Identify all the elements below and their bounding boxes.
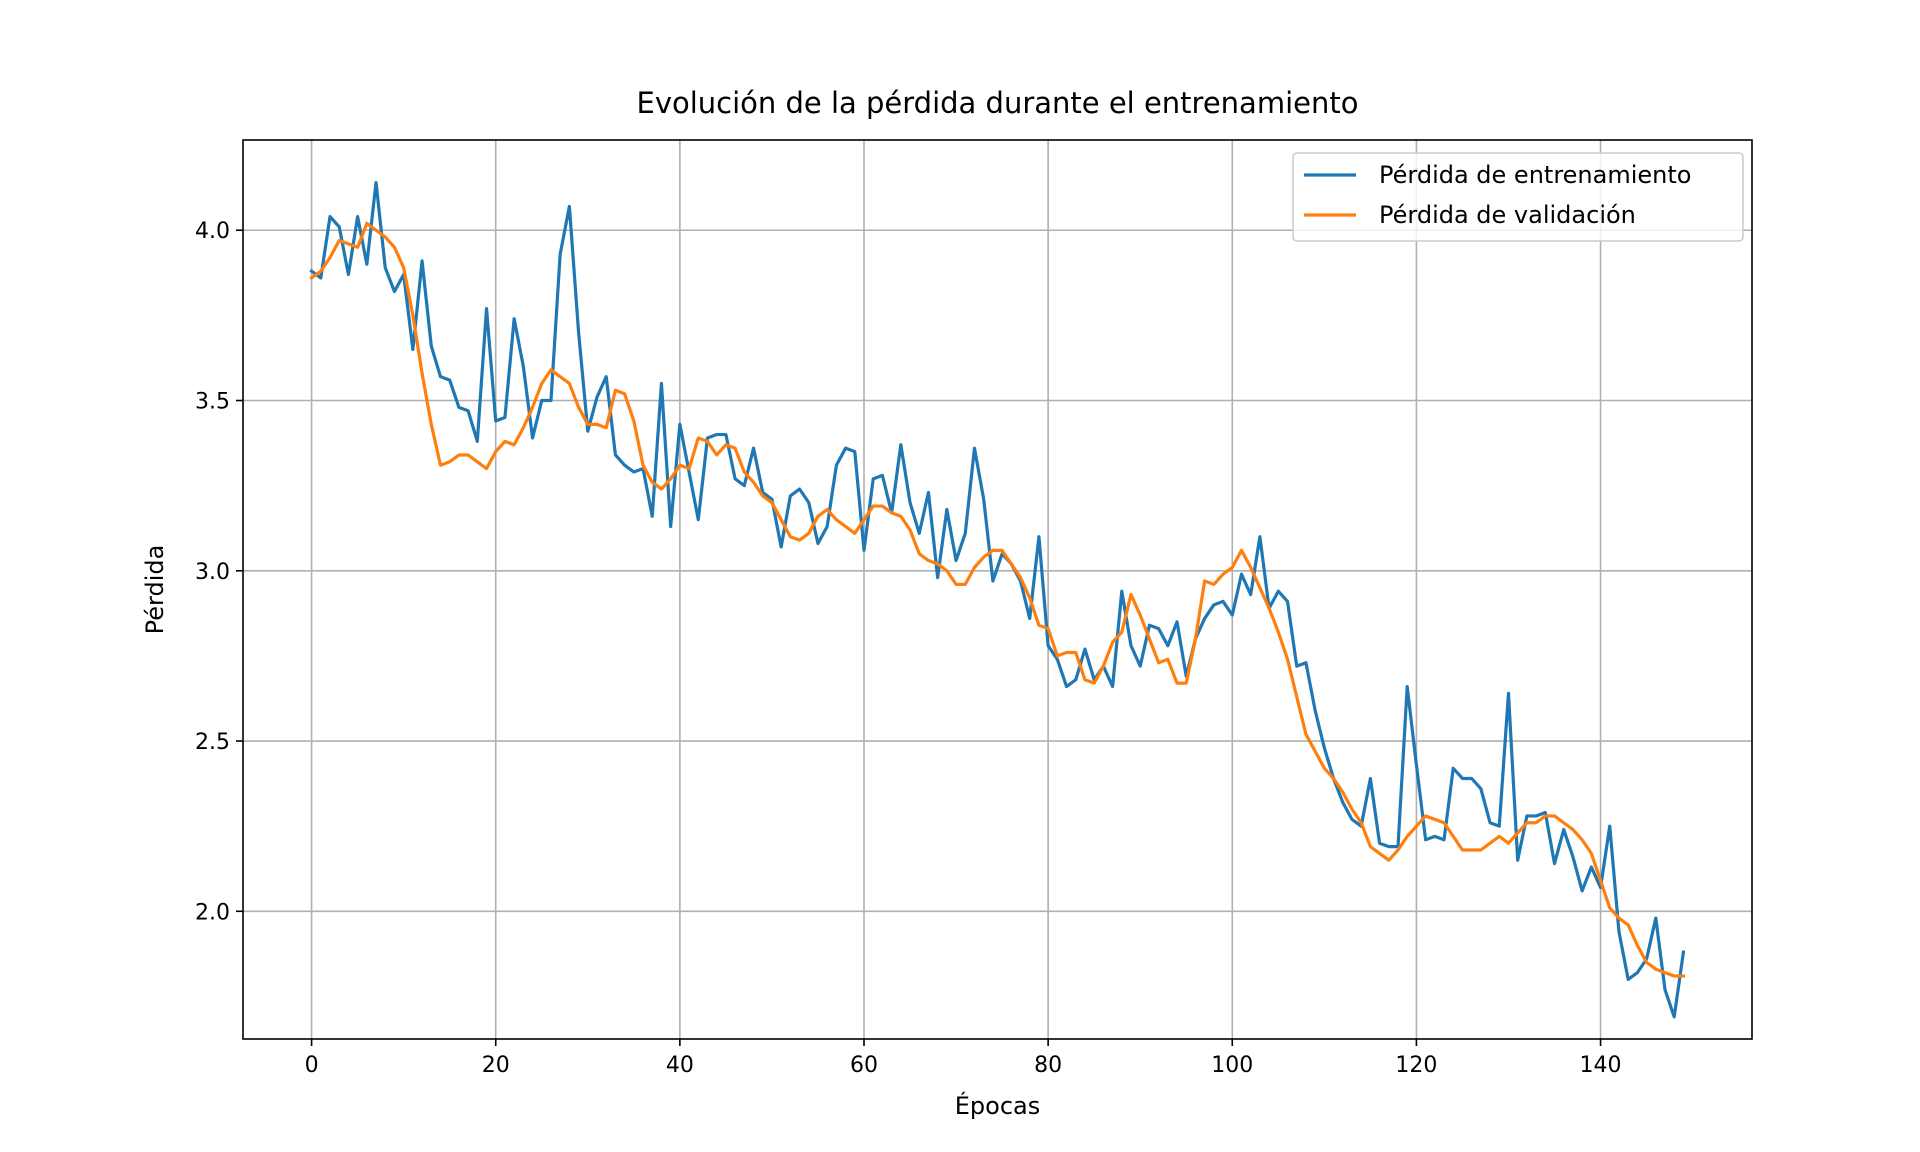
y-tick-label: 3.5 <box>195 390 230 415</box>
y-tick-label: 4.0 <box>195 219 230 244</box>
x-tick-label: 120 <box>1395 1053 1437 1078</box>
chart-title: Evolución de la pérdida durante el entre… <box>637 86 1359 120</box>
legend-label: Pérdida de validación <box>1379 201 1636 229</box>
legend-label: Pérdida de entrenamiento <box>1379 161 1691 189</box>
x-axis-label: Épocas <box>955 1091 1041 1120</box>
series-line-1 <box>309 180 1686 1019</box>
series-line-2 <box>309 221 1686 978</box>
x-tick-label: 0 <box>305 1053 319 1078</box>
y-tick-label: 2.0 <box>195 900 230 925</box>
x-tick-label: 40 <box>666 1053 694 1078</box>
series-layer <box>309 180 1686 1019</box>
x-tick-label: 100 <box>1211 1053 1253 1078</box>
x-tick-label: 60 <box>850 1053 878 1078</box>
y-tick-label: 2.5 <box>195 730 230 755</box>
y-tick-label: 3.0 <box>195 560 230 585</box>
legend: Pérdida de entrenamiento Pérdida de valid… <box>1292 152 1744 242</box>
plot-frame <box>242 139 1753 1040</box>
ticks: 0 20 40 60 80 100 120 140 2.0 2.5 3.0 3.5 4.0 <box>195 219 1622 1078</box>
x-tick-label: 20 <box>482 1053 510 1078</box>
y-axis-label: Pérdida <box>141 545 169 635</box>
x-tick-label: 140 <box>1580 1053 1622 1078</box>
legend-box <box>1292 152 1744 242</box>
x-tick-label: 80 <box>1034 1053 1062 1078</box>
